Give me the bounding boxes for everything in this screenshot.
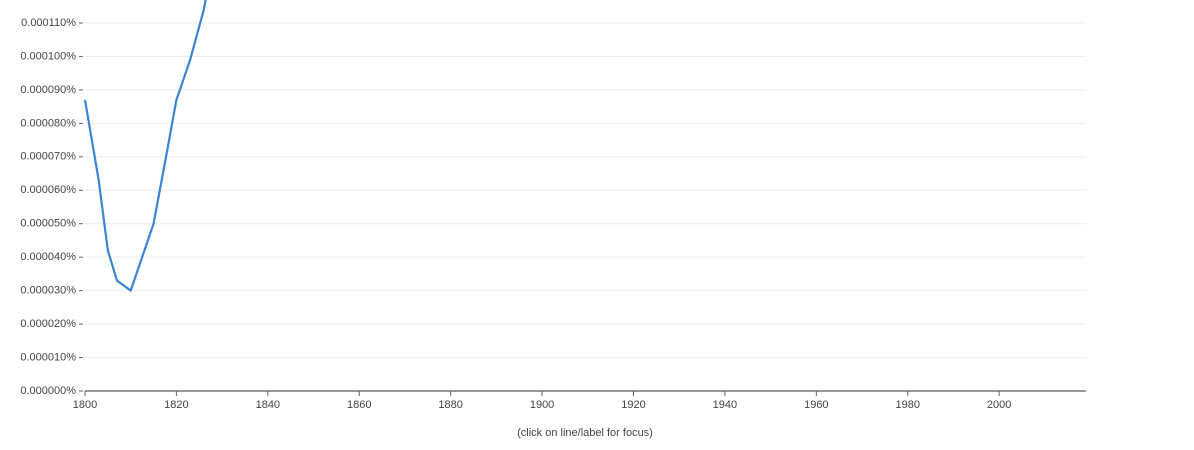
- x-tick-label: 1900: [530, 399, 554, 411]
- y-tick-label: 0.000050%: [20, 218, 76, 230]
- x-tick-label: 1820: [164, 399, 188, 411]
- y-tick-label: 0.000070%: [20, 151, 76, 163]
- series-line[interactable]: [83, 0, 1086, 292]
- y-tick-label: 0.000110%: [21, 17, 76, 29]
- y-tick-label: 0.000040%: [20, 251, 76, 263]
- x-tick-label: 1960: [804, 399, 828, 411]
- x-tick-label: 1880: [438, 399, 462, 411]
- y-tick-label: 0.000030%: [20, 285, 76, 297]
- y-tick-label: 0.000000%: [20, 385, 76, 397]
- x-tick-label: 1860: [347, 399, 371, 411]
- x-tick-label: 1980: [895, 399, 919, 411]
- y-tick-label: 0.000020%: [20, 318, 76, 330]
- x-tick-label: 1920: [621, 399, 645, 411]
- y-tick-label: 0.000010%: [20, 351, 76, 363]
- focus-note: (click on line/label for focus): [517, 427, 653, 439]
- x-tick-label: 1940: [713, 399, 737, 411]
- x-tick-label: 1800: [73, 399, 97, 411]
- x-tick-label: 2000: [987, 399, 1011, 411]
- x-tick-label: 1840: [256, 399, 280, 411]
- y-tick-label: 0.000080%: [20, 117, 76, 129]
- y-tick-label: 0.000100%: [20, 50, 76, 62]
- y-tick-label: 0.000060%: [20, 184, 76, 196]
- y-tick-label: 0.000090%: [20, 84, 76, 96]
